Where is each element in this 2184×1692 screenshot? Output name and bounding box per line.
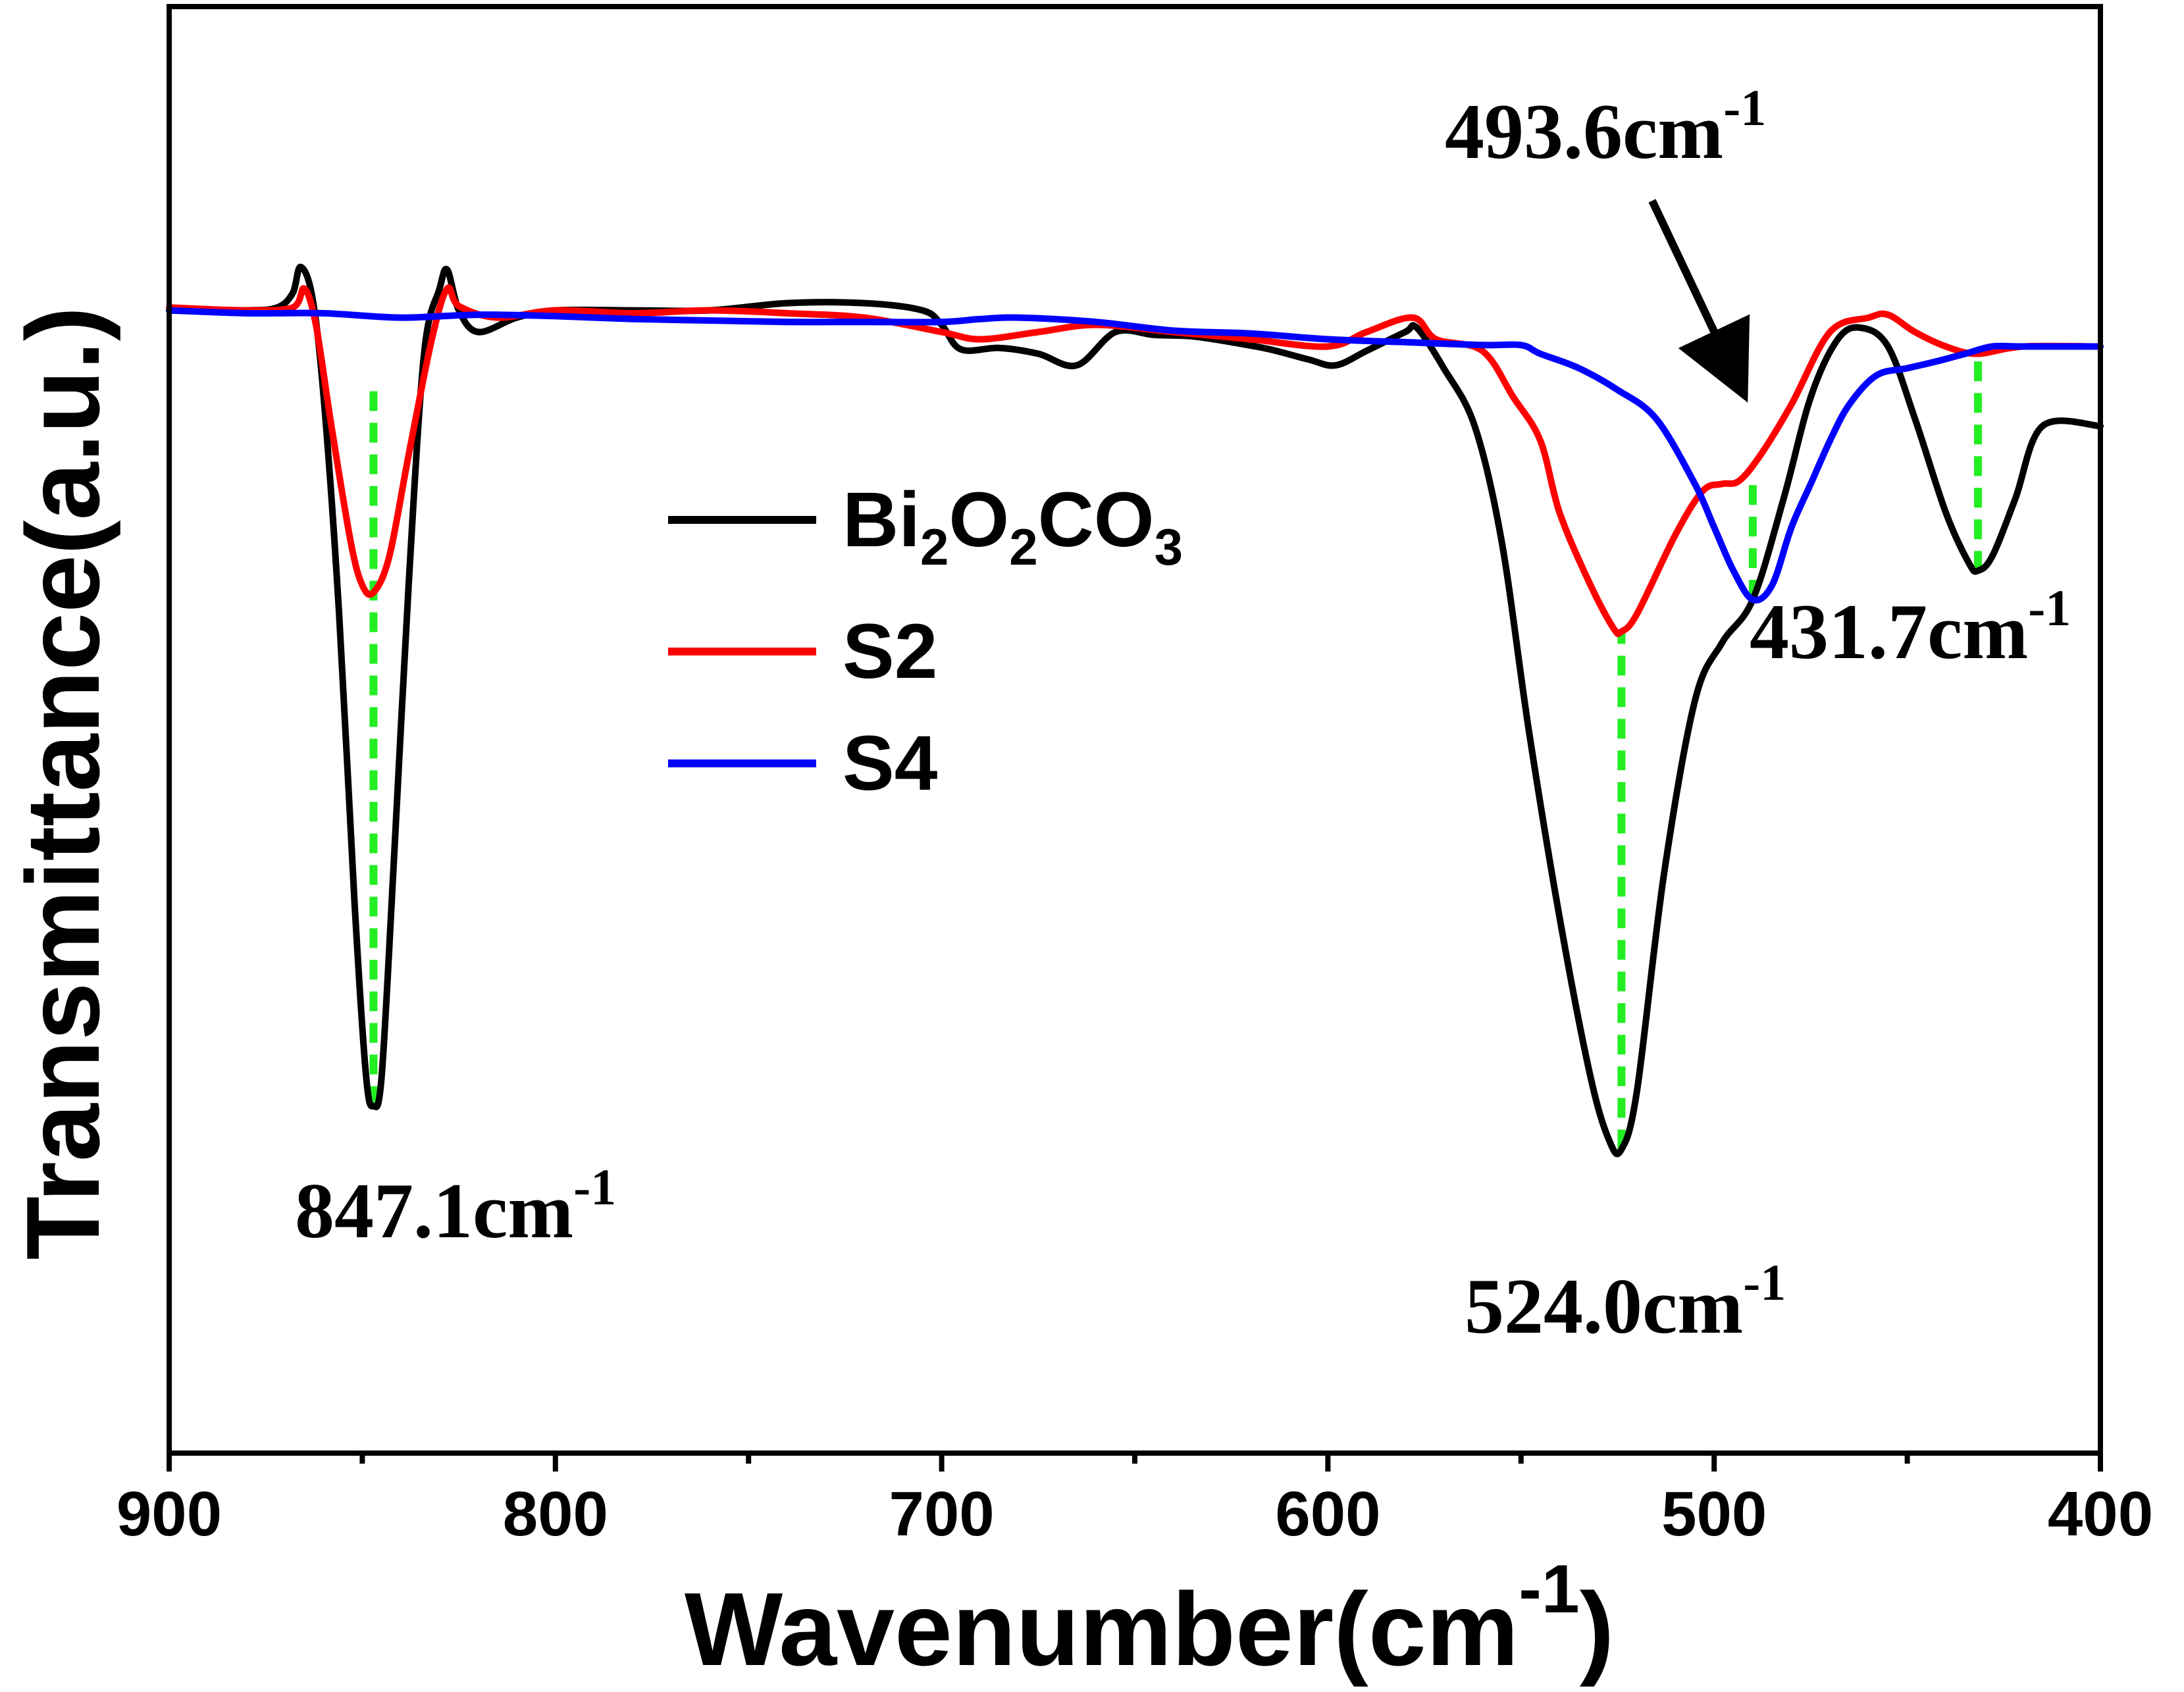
annotation-arrow <box>1648 199 1750 403</box>
annotation-493: 493.6cm-1 <box>1445 79 1766 175</box>
series-line-1 <box>166 284 2104 638</box>
x-axis-ticks: 900 800 700 600 500 400 <box>117 1453 2153 1549</box>
x-tick-label-900: 900 <box>117 1479 222 1549</box>
x-tick-label-600: 600 <box>1275 1479 1380 1549</box>
legend-label-bi2o2co3: Bi2O2CO3 <box>843 476 1183 576</box>
x-tick-label-800: 800 <box>503 1479 608 1549</box>
series-layer <box>166 263 2104 1158</box>
x-tick-label-500: 500 <box>1661 1479 1767 1549</box>
legend-label-s2: S2 <box>843 608 937 695</box>
series-line-0 <box>166 263 2104 1158</box>
legend: Bi2O2CO3 S2 S4 <box>668 476 1183 807</box>
x-axis-title: Wavenumber(cm-1) <box>685 1551 1614 1687</box>
y-axis-title: Transmittance(a.u.) <box>5 307 121 1260</box>
x-tick-label-700: 700 <box>889 1479 995 1549</box>
annotation-524: 524.0cm-1 <box>1465 1254 1786 1350</box>
series-line-2 <box>166 307 2104 604</box>
legend-label-s4: S4 <box>843 720 937 807</box>
annotation-431: 431.7cm-1 <box>1750 579 2071 675</box>
peak-annotations: 847.1cm-1 524.0cm-1 493.6cm-1 431.7cm-1 <box>295 79 2071 1350</box>
guide-lines <box>369 353 1982 1150</box>
annotation-847: 847.1cm-1 <box>295 1158 616 1254</box>
x-tick-label-400: 400 <box>2048 1479 2153 1549</box>
